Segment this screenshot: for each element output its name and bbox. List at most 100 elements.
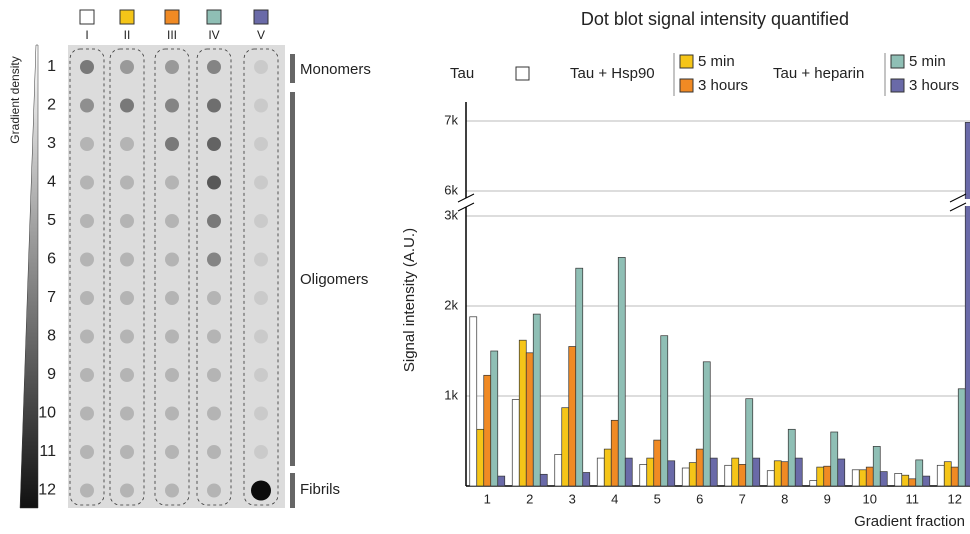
region-bar [290,473,295,508]
row-label: 9 [47,366,56,383]
blot-dot [80,253,94,267]
bar [491,351,498,486]
bar [512,400,519,486]
blot-dot [80,60,94,74]
blot-dot [120,445,134,459]
bar [873,446,880,486]
bar [831,432,838,486]
blot-dot [165,330,179,344]
bar [880,472,887,486]
bar [916,460,923,486]
blot-dot [254,330,268,344]
blot-dot [120,484,134,498]
bar [788,429,795,486]
bar [569,347,576,487]
x-tick-label: 9 [824,491,831,506]
column-label: I [85,28,88,42]
column-swatch [254,10,268,24]
density-wedge [20,45,38,508]
bar [562,408,569,486]
bar [477,429,484,486]
blot-dot [165,176,179,190]
bar [597,458,604,486]
blot-dot [165,137,179,151]
bar [795,458,802,486]
x-tick-label: 8 [781,491,788,506]
bar [668,461,675,486]
bar [923,476,930,486]
bar [618,257,625,486]
bar [703,362,710,486]
legend-swatch [891,79,904,92]
blot-dot [120,330,134,344]
column-swatch [120,10,134,24]
bar [725,465,732,486]
x-tick-label: 3 [569,491,576,506]
blot-dot [120,176,134,190]
legend-label: 3 hours [909,77,959,94]
x-tick-label: 1 [484,491,491,506]
y-tick-label: 6k [444,182,458,197]
bar [470,317,477,486]
x-tick-label: 2 [526,491,533,506]
blot-dot [80,214,94,228]
legend-label: 3 hours [698,77,748,94]
blot-dot [254,253,268,267]
blot-dot [80,99,94,113]
blot-dot [254,99,268,113]
bar [909,479,916,486]
blot-dot [80,407,94,421]
blot-dot [254,445,268,459]
bar [484,375,491,486]
row-label: 7 [47,289,56,306]
column-label: V [257,28,265,42]
region-label: Fibrils [300,481,340,498]
bar [753,458,760,486]
bar [576,268,583,486]
blot-dot [251,481,271,501]
bar [661,336,668,486]
x-tick-label: 10 [863,491,877,506]
blot-dot [207,60,221,74]
bar [810,481,817,486]
x-tick-label: 6 [696,491,703,506]
bar [895,473,902,486]
blot-dot [207,176,221,190]
row-label: 8 [47,328,56,345]
blot-dot [207,99,221,113]
bar [689,463,696,486]
legend-label: 5 min [698,53,735,70]
bar [654,440,661,486]
blot-dot [207,484,221,498]
figure: Gradient density Monomers Oligomers Fibr… [0,0,970,534]
blot-dot [254,176,268,190]
legend-swatch [516,67,529,80]
blot-dot [207,253,221,267]
column-swatch [207,10,221,24]
x-tick-label: 7 [739,491,746,506]
bar [519,340,526,486]
legend-swatch [680,55,693,68]
blot-dot [207,330,221,344]
bar [640,464,647,486]
y-tick-label: 3k [444,207,458,222]
bar [625,458,632,486]
blot-dot [80,330,94,344]
bar [526,353,533,486]
region-label: Monomers [300,61,371,78]
bar [781,462,788,486]
bar [604,449,611,486]
blot-dot [165,99,179,113]
legend-label: 5 min [909,53,946,70]
blot-dot [120,407,134,421]
x-tick-label: 12 [948,491,962,506]
blot-dot [165,368,179,382]
blot-membrane [68,45,285,508]
bar [746,399,753,486]
region-label: Oligomers [300,271,368,288]
blot-dot [254,407,268,421]
bar [739,464,746,486]
blot-dot [165,484,179,498]
blot-dot [120,137,134,151]
density-label: Gradient density [8,56,22,143]
